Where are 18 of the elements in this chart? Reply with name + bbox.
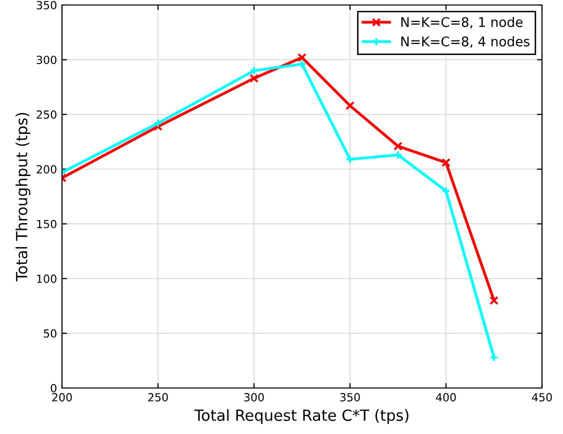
y-tick-label: 200	[36, 165, 56, 174]
legend-label: N=K=C=8, 4 nodes	[401, 36, 530, 48]
x-tick-label: 200	[52, 393, 72, 402]
y-tick-label: 150	[37, 220, 56, 228]
y-tick-label: 300	[36, 56, 56, 64]
y-tick-label: 50	[44, 329, 56, 338]
x-tick-label: 250	[148, 393, 168, 402]
y-tick-label: 250	[36, 110, 56, 119]
x-axis-title: Total Request Rate C*T (tps)	[194, 409, 408, 424]
y-tick-label: 100	[37, 274, 56, 283]
x-tick-label: 350	[340, 393, 360, 402]
y-tick-label: 0	[50, 384, 56, 392]
x-tick-label: 450	[532, 393, 552, 402]
x-tick-label: 400	[436, 393, 456, 402]
x-tick-label: 300	[244, 393, 264, 402]
y-axis-title: Total Throughput (tps)	[16, 112, 30, 282]
y-tick-label: 350	[36, 0, 56, 10]
legend-label: N=K=C=8, 1 node	[401, 16, 523, 28]
